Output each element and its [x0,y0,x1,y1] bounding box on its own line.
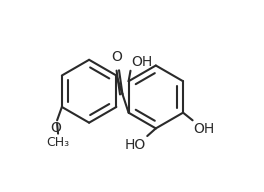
Text: HO: HO [125,137,146,151]
Text: CH₃: CH₃ [46,136,70,149]
Text: O: O [112,50,122,64]
Text: O: O [51,121,62,135]
Text: OH: OH [194,122,215,136]
Text: OH: OH [131,55,153,69]
